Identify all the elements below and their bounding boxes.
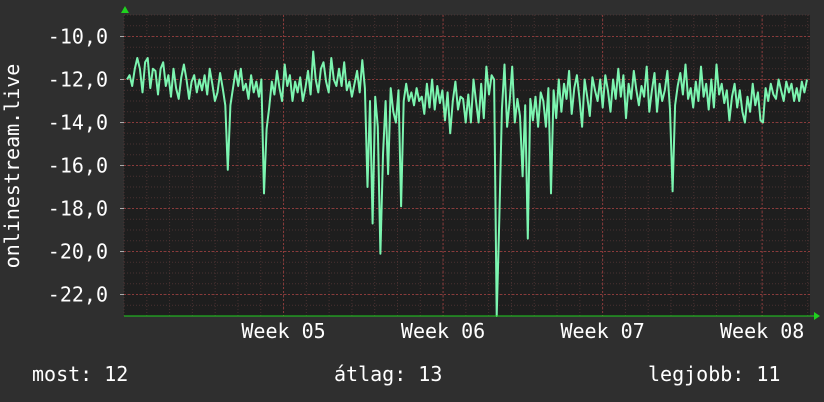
grid-lines xyxy=(123,14,810,317)
legend-best: legjobb: 11 xyxy=(648,362,781,386)
legend: most: 12 átlag: 13 legjobb: 11 xyxy=(0,362,824,390)
x-tick-label: Week 05 xyxy=(241,319,325,343)
y-tick-label: -10,0 xyxy=(48,25,108,49)
series-line xyxy=(126,50,808,317)
y-tick-label: -12,0 xyxy=(48,68,108,92)
y-tick-label: -22,0 xyxy=(48,283,108,307)
y-tick-label: -18,0 xyxy=(48,197,108,221)
y-tick-label: -14,0 xyxy=(48,111,108,135)
x-tick-label: Week 08 xyxy=(720,319,804,343)
y-tick-label: -20,0 xyxy=(48,240,108,264)
x-axis-arrow-icon xyxy=(814,312,820,320)
legend-average: átlag: 13 xyxy=(334,362,443,386)
y-axis-label: onlinestream.live xyxy=(0,64,24,269)
y-axis-ticks: -10,0 -12,0 -14,0 -16,0 -18,0 -20,0 -22,0 xyxy=(48,25,124,307)
x-axis-ticks: Week 05 Week 06 Week 07 Week 08 xyxy=(241,319,804,343)
y-tick-label: -16,0 xyxy=(48,154,108,178)
x-tick-label: Week 07 xyxy=(560,319,644,343)
y-axis-arrow-icon xyxy=(121,6,129,13)
x-tick-label: Week 06 xyxy=(401,319,485,343)
legend-current: most: 12 xyxy=(32,362,129,386)
